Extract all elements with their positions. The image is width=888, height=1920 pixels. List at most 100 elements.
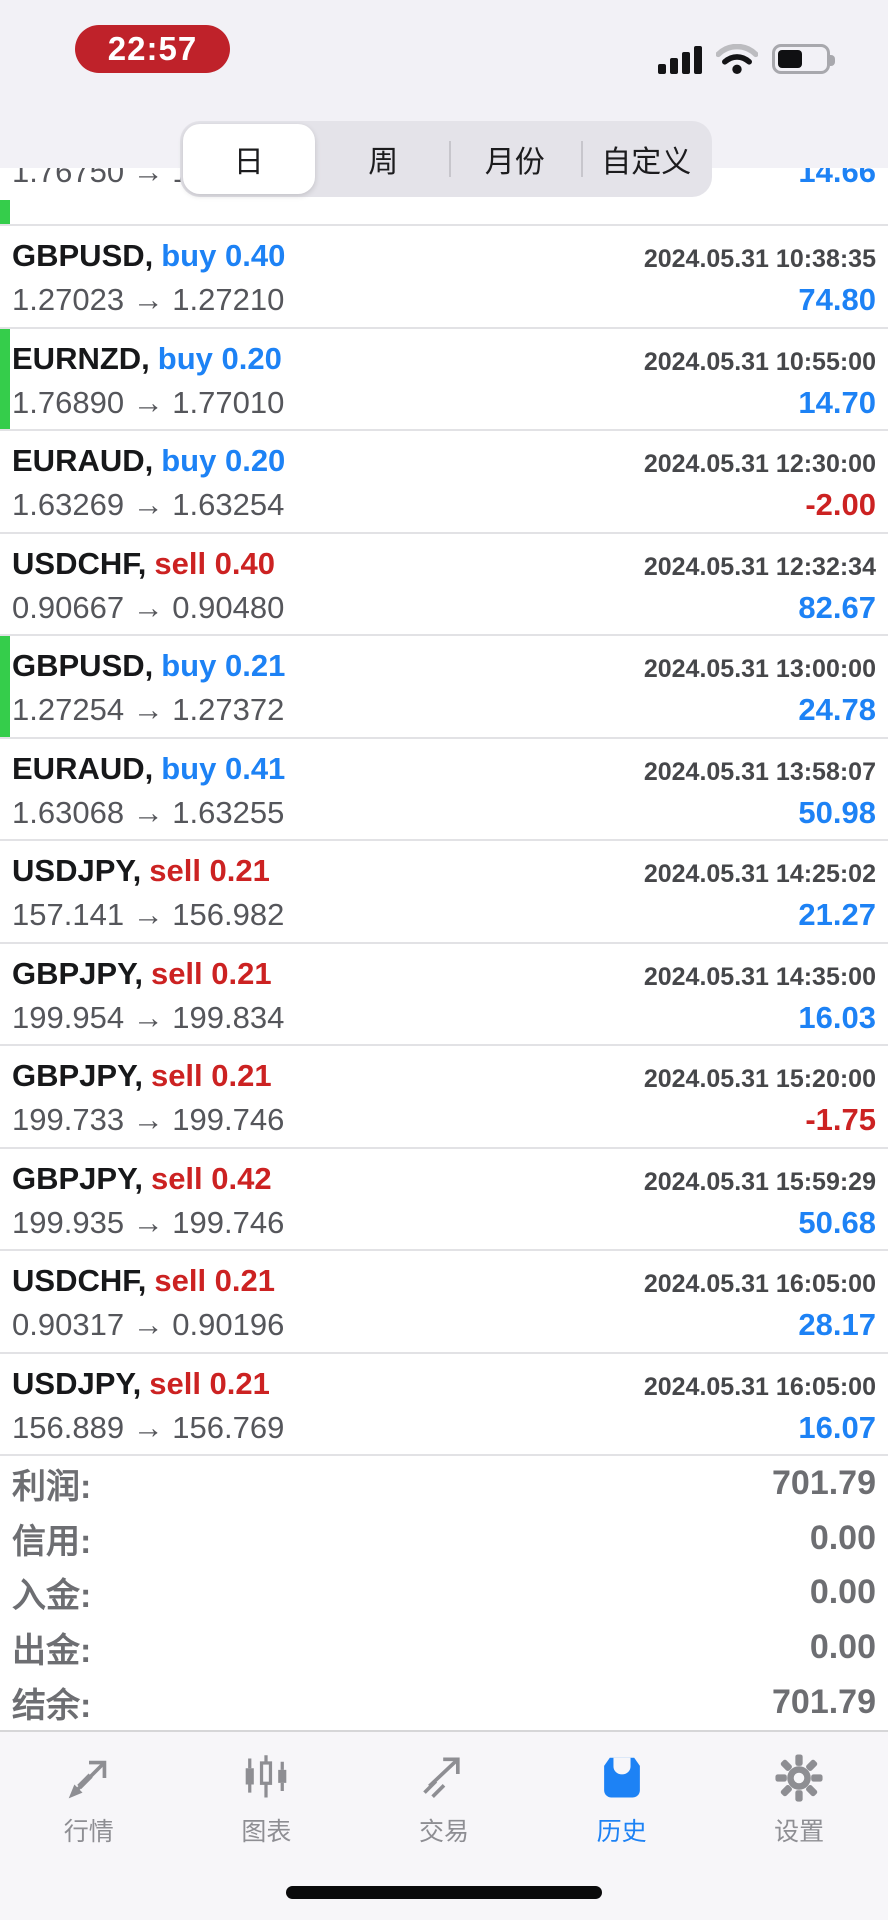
trade-prices: 0.90317 → 0.90196 xyxy=(12,1307,285,1342)
trade-history-row[interactable]: GBPJPY, sell 0.21 2024.05.31 14:35:00 199… xyxy=(0,944,888,1046)
trade-history-row[interactable]: GBPJPY, sell 0.42 2024.05.31 15:59:29 199… xyxy=(0,1149,888,1251)
trade-prices: 0.90667 → 0.90480 xyxy=(12,589,285,625)
trade-side-lots: buy 0.20 xyxy=(157,340,282,376)
trade-profit: 28.17 xyxy=(798,1307,876,1342)
segment-day[interactable]: 日 xyxy=(183,124,315,194)
summary-value: 701.79 xyxy=(772,1683,876,1722)
trade-prices: 199.935 → 199.746 xyxy=(12,1204,285,1240)
summary-value: 0.00 xyxy=(809,1628,876,1667)
trade-datetime: 2024.05.31 14:35:00 xyxy=(643,962,876,991)
trade-history-row[interactable]: EURNZD, buy 0.20 2024.05.31 10:55:00 1.76… xyxy=(0,328,888,431)
trade-profit: 50.68 xyxy=(798,1204,876,1240)
trade-symbol: GBPUSD, xyxy=(12,648,154,683)
clock-time: 22:57 xyxy=(107,30,198,67)
trade-symbol: EURNZD, xyxy=(12,340,150,376)
trade-datetime: 2024.05.31 12:32:34 xyxy=(643,552,876,581)
segment-week[interactable]: 周 xyxy=(368,146,399,179)
trade-side-lots: sell 0.40 xyxy=(154,545,275,581)
trade-side-lots: sell 0.21 xyxy=(149,853,270,888)
trade-profit: -1.75 xyxy=(805,1102,876,1137)
trade-arrow-icon xyxy=(418,1748,470,1808)
trade-datetime: 2024.05.31 10:38:35 xyxy=(643,245,876,273)
trade-history-row[interactable]: USDJPY, sell 0.21 2024.05.31 16:05:00 156… xyxy=(0,1354,888,1456)
trend-arrows-icon xyxy=(63,1748,115,1808)
summary-deposit-line: 入金: 0.00 xyxy=(0,1566,888,1621)
gear-icon xyxy=(773,1748,825,1808)
segment-custom[interactable]: 自定义 xyxy=(580,121,713,197)
summary-label: 结余: xyxy=(12,1687,92,1726)
trade-symbol: EURAUD, xyxy=(12,443,154,478)
account-summary: 利润: 701.79 信用: 0.00 入金: 0.00 出金: 0.00 结余… xyxy=(0,1456,888,1730)
segment-month[interactable]: 月份 xyxy=(449,121,581,197)
trade-symbol: GBPJPY, xyxy=(12,955,143,991)
profit-marker xyxy=(0,328,10,429)
trade-prices: 1.27023 → 1.27210 xyxy=(12,282,285,317)
profit-marker xyxy=(0,200,10,224)
trade-history-row[interactable]: EURAUD, buy 0.41 2024.05.31 13:58:07 1.63… xyxy=(0,739,888,841)
battery-icon xyxy=(772,44,835,74)
trade-prices: 157.141 → 156.982 xyxy=(12,897,285,932)
trade-side-lots: buy 0.40 xyxy=(161,238,286,273)
trade-profit: 21.27 xyxy=(798,897,876,932)
summary-credit-line: 信用: 0.00 xyxy=(0,1511,888,1566)
trade-datetime: 2024.05.31 16:05:00 xyxy=(643,1270,876,1298)
trade-datetime: 2024.05.31 13:58:07 xyxy=(643,757,876,786)
trade-prices: 156.889 → 156.769 xyxy=(12,1409,285,1445)
tab-label: 历史 xyxy=(596,1818,647,1846)
trade-datetime: 2024.05.31 15:59:29 xyxy=(643,1167,876,1196)
candlestick-icon xyxy=(240,1748,292,1808)
trade-datetime: 2024.05.31 10:55:00 xyxy=(643,347,876,376)
history-box-icon xyxy=(596,1748,648,1808)
summary-value: 0.00 xyxy=(809,1573,876,1612)
trade-history-row[interactable]: GBPUSD, buy 0.21 2024.05.31 13:00:00 1.27… xyxy=(0,636,888,739)
trade-datetime: 2024.05.31 13:00:00 xyxy=(643,655,876,683)
trade-prices: 1.63269 → 1.63254 xyxy=(12,487,285,522)
trade-symbol: GBPJPY, xyxy=(12,1058,143,1093)
trade-datetime: 2024.05.31 15:20:00 xyxy=(643,1065,876,1093)
trade-history-row[interactable]: GBPUSD, buy 0.40 2024.05.31 10:38:35 1.27… xyxy=(0,226,888,329)
trade-profit: 14.66 xyxy=(798,168,876,189)
time-pill: 22:57 xyxy=(75,25,230,73)
trade-prices: 1.27254 → 1.27372 xyxy=(12,692,285,727)
trade-history-row[interactable]: EURAUD, buy 0.20 2024.05.31 12:30:00 1.63… xyxy=(0,431,888,534)
trade-datetime: 2024.05.31 12:30:00 xyxy=(643,450,876,478)
tab-label: 交易 xyxy=(418,1818,469,1846)
wifi-icon xyxy=(716,44,758,74)
trade-datetime: 2024.05.31 14:25:02 xyxy=(643,860,876,888)
tab-history[interactable]: 历史 xyxy=(533,1732,711,1920)
summary-label: 利润: xyxy=(12,1467,92,1506)
trade-side-lots: buy 0.41 xyxy=(161,750,286,786)
period-segmented-control: 日 周 月份 自定义 xyxy=(180,121,712,197)
summary-label: 信用: xyxy=(12,1522,92,1561)
trade-history-row[interactable]: GBPJPY, sell 0.21 2024.05.31 15:20:00 199… xyxy=(0,1046,888,1149)
trade-history-row[interactable]: USDJPY, sell 0.21 2024.05.31 14:25:02 157… xyxy=(0,841,888,944)
trade-profit: 82.67 xyxy=(798,589,876,625)
cellular-signal-icon xyxy=(658,46,702,74)
tab-trade[interactable]: 交易 xyxy=(355,1732,533,1920)
trade-prices: 1.63068 → 1.63255 xyxy=(12,794,285,830)
trade-side-lots: buy 0.21 xyxy=(161,648,286,683)
tab-settings[interactable]: 设置 xyxy=(710,1732,888,1920)
trade-history-row[interactable]: USDCHF, sell 0.40 2024.05.31 12:32:34 0.9… xyxy=(0,534,888,636)
trade-profit: 50.98 xyxy=(798,794,876,830)
tab-label: 图表 xyxy=(241,1818,292,1846)
home-indicator[interactable] xyxy=(286,1886,602,1899)
tab-charts[interactable]: 图表 xyxy=(178,1732,356,1920)
summary-withdrawal-line: 出金: 0.00 xyxy=(0,1620,888,1675)
trade-profit: 16.07 xyxy=(798,1409,876,1445)
trade-side-lots: sell 0.21 xyxy=(154,1263,275,1298)
trade-side-lots: sell 0.21 xyxy=(150,1058,272,1093)
summary-label: 出金: xyxy=(12,1632,92,1671)
summary-label: 入金: xyxy=(12,1577,92,1616)
trade-profit: 24.78 xyxy=(798,692,876,727)
trade-side-lots: buy 0.20 xyxy=(161,443,286,478)
tab-label: 行情 xyxy=(63,1818,114,1846)
summary-profit-line: 利润: 701.79 xyxy=(0,1456,888,1511)
trade-history-row[interactable]: USDCHF, sell 0.21 2024.05.31 16:05:00 0.9… xyxy=(0,1251,888,1354)
trade-symbol: USDCHF, xyxy=(12,545,147,581)
trade-symbol: GBPJPY, xyxy=(12,1160,143,1196)
trade-prices: 199.954 → 199.834 xyxy=(12,999,285,1035)
trade-profit: 16.03 xyxy=(798,999,876,1035)
tab-quotes[interactable]: 行情 xyxy=(0,1732,178,1920)
trade-prices: 199.733 → 199.746 xyxy=(12,1102,285,1137)
